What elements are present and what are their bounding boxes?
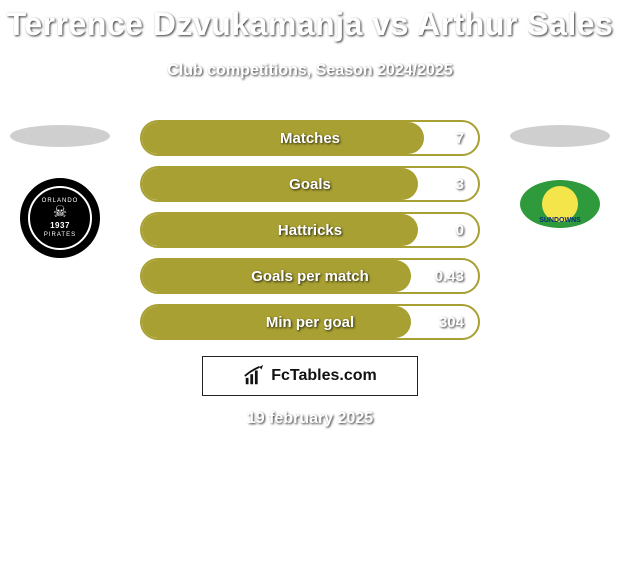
stat-row: Min per goal 304 <box>140 304 480 340</box>
stat-fill <box>142 168 418 200</box>
page-subtitle: Club competitions, Season 2024/2025 <box>0 62 620 80</box>
left-team-shadow <box>10 125 110 147</box>
right-team-shadow <box>510 125 610 147</box>
skull-icon: ☠ <box>53 205 67 221</box>
left-team-arc-bottom: PIRATES <box>44 232 76 239</box>
stat-label: Min per goal <box>266 314 354 331</box>
brand-box: FcTables.com <box>202 356 418 396</box>
stat-row: Goals per match 0.43 <box>140 258 480 294</box>
stat-value: 3 <box>456 176 464 193</box>
left-team-badge-inner: ORLANDO ☠ 1937 PIRATES <box>28 186 92 250</box>
stat-row: Goals 3 <box>140 166 480 202</box>
stat-row: Hattricks 0 <box>140 212 480 248</box>
stat-label: Goals per match <box>251 268 369 285</box>
right-team-label: SUNDOWNS <box>539 217 581 224</box>
stat-label: Hattricks <box>278 222 342 239</box>
stats-table: Matches 7 Goals 3 Hattricks 0 Goals per match 0… <box>140 120 480 350</box>
right-team-badge: SUNDOWNS <box>520 180 600 228</box>
stat-value: 0 <box>456 222 464 239</box>
left-team-badge: ORLANDO ☠ 1937 PIRATES <box>20 178 100 258</box>
footer-date: 19 february 2025 <box>0 410 620 428</box>
stat-value: 0.43 <box>435 268 464 285</box>
chart-icon <box>243 365 265 387</box>
page-title: Terrence Dzvukamanja vs Arthur Sales <box>0 6 620 43</box>
stat-value: 7 <box>456 130 464 147</box>
stat-value: 304 <box>439 314 464 331</box>
stat-label: Goals <box>289 176 331 193</box>
stat-row: Matches 7 <box>140 120 480 156</box>
brand-text: FcTables.com <box>271 367 377 385</box>
left-team-arc-top: ORLANDO <box>42 198 79 205</box>
stat-label: Matches <box>280 130 340 147</box>
comparison-card: Terrence Dzvukamanja vs Arthur Sales Clu… <box>0 0 620 580</box>
left-team-year: 1937 <box>50 222 70 231</box>
